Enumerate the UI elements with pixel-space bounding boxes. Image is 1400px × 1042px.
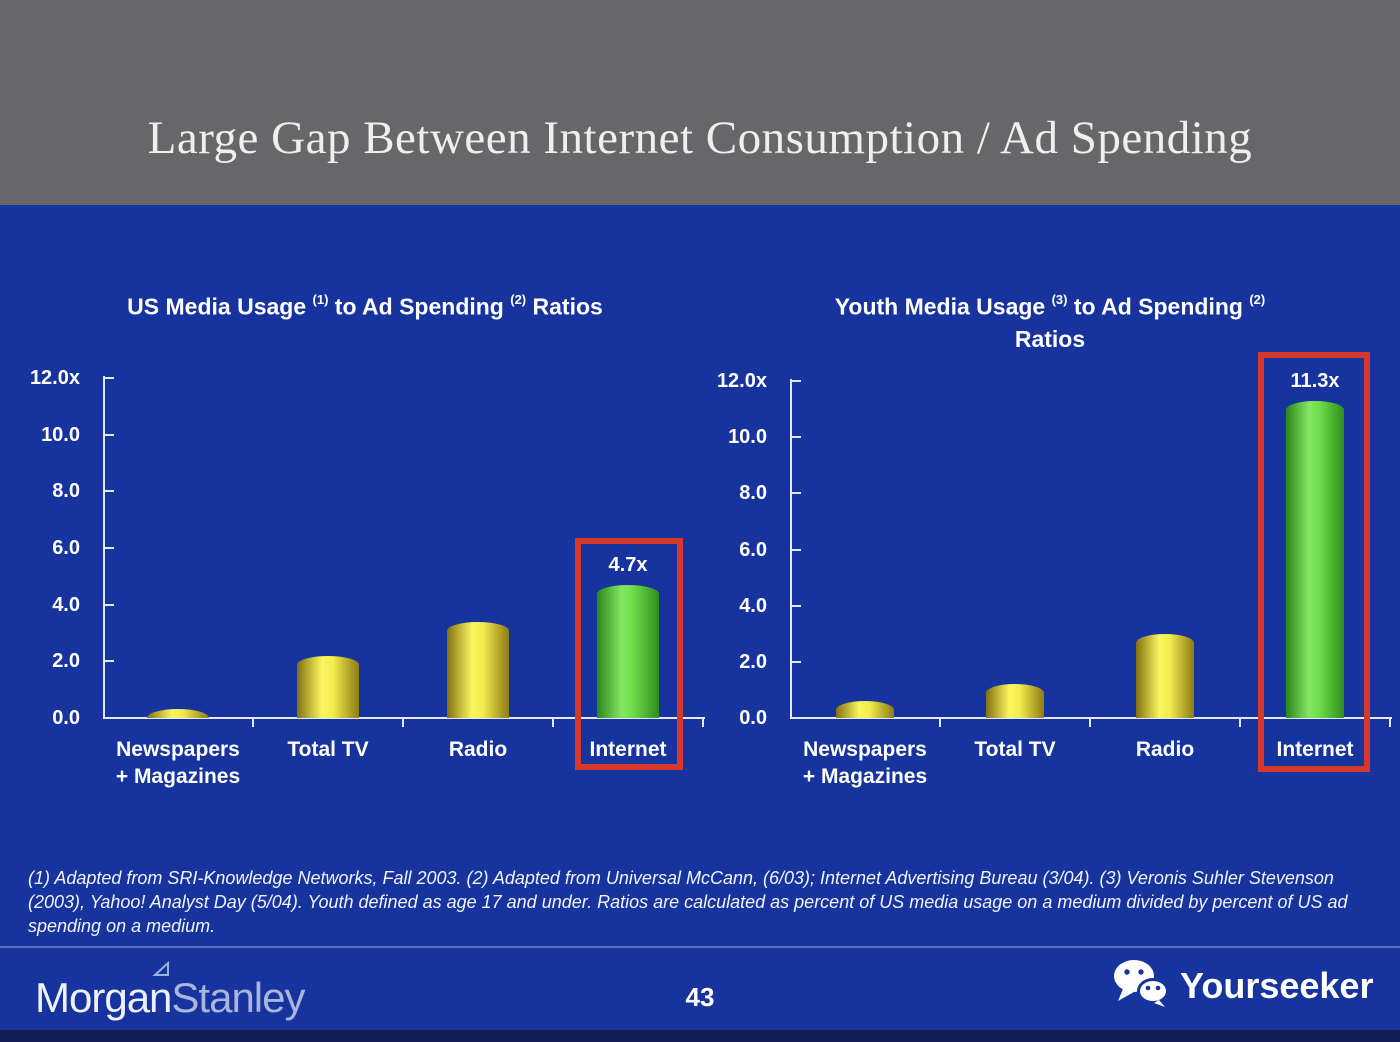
wechat-icon bbox=[1112, 958, 1170, 1013]
category-label: Total TV bbox=[930, 736, 1100, 763]
title-superscript: (1) bbox=[312, 292, 329, 307]
x-tick-mark bbox=[1239, 718, 1241, 727]
y-tick-label: 12.0x bbox=[716, 370, 767, 392]
category-label-line: Radio bbox=[448, 738, 508, 761]
footer-divider bbox=[0, 946, 1400, 948]
title-text: US Media Usage bbox=[127, 293, 313, 320]
y-tick-label: 8.0 bbox=[52, 480, 80, 503]
category-label-line: Internet bbox=[589, 738, 667, 761]
y-tick-mark bbox=[105, 377, 114, 379]
title-superscript: (2) bbox=[510, 292, 527, 307]
category-label: Radio bbox=[1080, 736, 1250, 763]
y-tick-mark bbox=[792, 717, 801, 719]
title-superscript: (3) bbox=[1051, 292, 1068, 307]
bar-internet bbox=[597, 585, 659, 718]
x-tick-mark bbox=[702, 718, 704, 727]
category-label-line: Newspapers bbox=[116, 738, 240, 761]
y-tick-mark bbox=[792, 436, 801, 439]
title-text: Ratios bbox=[526, 293, 603, 320]
category-label-line: Total TV bbox=[974, 738, 1056, 761]
y-tick-mark bbox=[105, 717, 114, 719]
bar-total-tv bbox=[297, 656, 359, 718]
y-tick-label: 6.0 bbox=[739, 538, 767, 561]
title-text: to Ad Spending bbox=[328, 293, 511, 320]
category-label-line: Newspapers bbox=[803, 738, 927, 761]
bar-total-tv bbox=[986, 684, 1044, 718]
category-label-line: Internet bbox=[1276, 738, 1354, 761]
y-tick-mark bbox=[105, 660, 114, 663]
slide-header: Large Gap Between Internet Consumption /… bbox=[0, 0, 1400, 205]
y-tick-mark bbox=[105, 490, 114, 493]
bar-newspapers bbox=[147, 709, 209, 718]
y-tick-label: 0.0 bbox=[739, 707, 767, 729]
y-tick-label: 4.0 bbox=[52, 593, 80, 616]
page-number: 43 bbox=[685, 982, 715, 1012]
morgan-stanley-logo-part1: Morgan bbox=[35, 974, 172, 1021]
bar-radio bbox=[447, 622, 509, 718]
x-tick-mark bbox=[939, 718, 941, 727]
y-tick-label: 8.0 bbox=[739, 482, 767, 505]
y-tick-label: 0.0 bbox=[52, 707, 80, 729]
y-tick-mark bbox=[792, 492, 801, 495]
x-axis-line bbox=[790, 717, 1392, 719]
x-tick-mark bbox=[252, 718, 254, 727]
x-tick-mark bbox=[1389, 718, 1391, 727]
y-tick-label: 10.0 bbox=[41, 423, 80, 446]
y-tick-label: 10.0 bbox=[728, 426, 767, 449]
y-tick-mark bbox=[105, 547, 114, 549]
highlight-box bbox=[1258, 352, 1370, 772]
title-superscript: (2) bbox=[1249, 292, 1266, 307]
y-tick-mark bbox=[792, 548, 801, 551]
chart-title: Youth Media Usage (3) to Ad Spending (2)… bbox=[725, 286, 1375, 355]
chart-title: US Media Usage (1) to Ad Spending (2) Ra… bbox=[30, 286, 700, 323]
footnote-text: (1) Adapted from SRI-Knowledge Networks,… bbox=[28, 868, 1348, 936]
x-tick-mark bbox=[552, 718, 554, 727]
y-axis-line bbox=[790, 379, 792, 718]
y-tick-label: 2.0 bbox=[739, 650, 767, 673]
slide-title: Large Gap Between Internet Consumption /… bbox=[147, 112, 1253, 164]
highlight-box bbox=[575, 538, 683, 770]
y-tick-mark bbox=[105, 603, 114, 606]
category-label-line: + Magazines bbox=[802, 765, 928, 788]
y-tick-mark bbox=[792, 380, 801, 382]
y-tick-label: 6.0 bbox=[52, 537, 80, 559]
x-axis-line bbox=[103, 717, 705, 719]
category-label: Internet bbox=[543, 736, 713, 763]
bar-value-label: 11.3x bbox=[1290, 369, 1340, 392]
morgan-stanley-logo-part2: Stanley bbox=[171, 974, 305, 1021]
y-tick-mark bbox=[792, 660, 801, 663]
category-label-line: Total TV bbox=[287, 738, 369, 761]
category-label: Internet bbox=[1230, 736, 1400, 763]
category-label: Total TV bbox=[243, 736, 413, 763]
bottom-strip bbox=[0, 1030, 1400, 1042]
morgan-stanley-flag-icon bbox=[152, 960, 172, 983]
category-label: Radio bbox=[393, 736, 563, 763]
y-tick-label: 2.0 bbox=[52, 650, 80, 673]
x-tick-mark bbox=[402, 718, 404, 727]
y-tick-mark bbox=[792, 604, 801, 607]
x-tick-mark bbox=[1089, 718, 1091, 727]
category-label: Newspapers + Magazines bbox=[780, 736, 950, 790]
title-text: Ratios bbox=[1014, 325, 1086, 352]
bar-radio bbox=[1136, 634, 1194, 718]
y-tick-label: 4.0 bbox=[739, 594, 767, 617]
bar-newspapers bbox=[836, 701, 894, 718]
y-tick-label: 12.0x bbox=[29, 367, 80, 389]
yourseeker-logo: Yourseeker bbox=[1112, 958, 1373, 1013]
title-text: to Ad Spending bbox=[1067, 293, 1250, 320]
bar-value-label: 4.7x bbox=[608, 553, 648, 576]
category-label-line: + Magazines bbox=[115, 765, 241, 788]
y-axis-line bbox=[103, 376, 105, 718]
category-label-line: Radio bbox=[1135, 738, 1195, 761]
yourseeker-label: Yourseeker bbox=[1180, 964, 1374, 1006]
y-tick-mark bbox=[105, 433, 114, 436]
category-label: Newspapers + Magazines bbox=[93, 736, 263, 790]
morgan-stanley-logo: MorganStanley bbox=[35, 972, 306, 1024]
bar-internet bbox=[1286, 401, 1344, 718]
title-text: Youth Media Usage bbox=[834, 293, 1052, 320]
